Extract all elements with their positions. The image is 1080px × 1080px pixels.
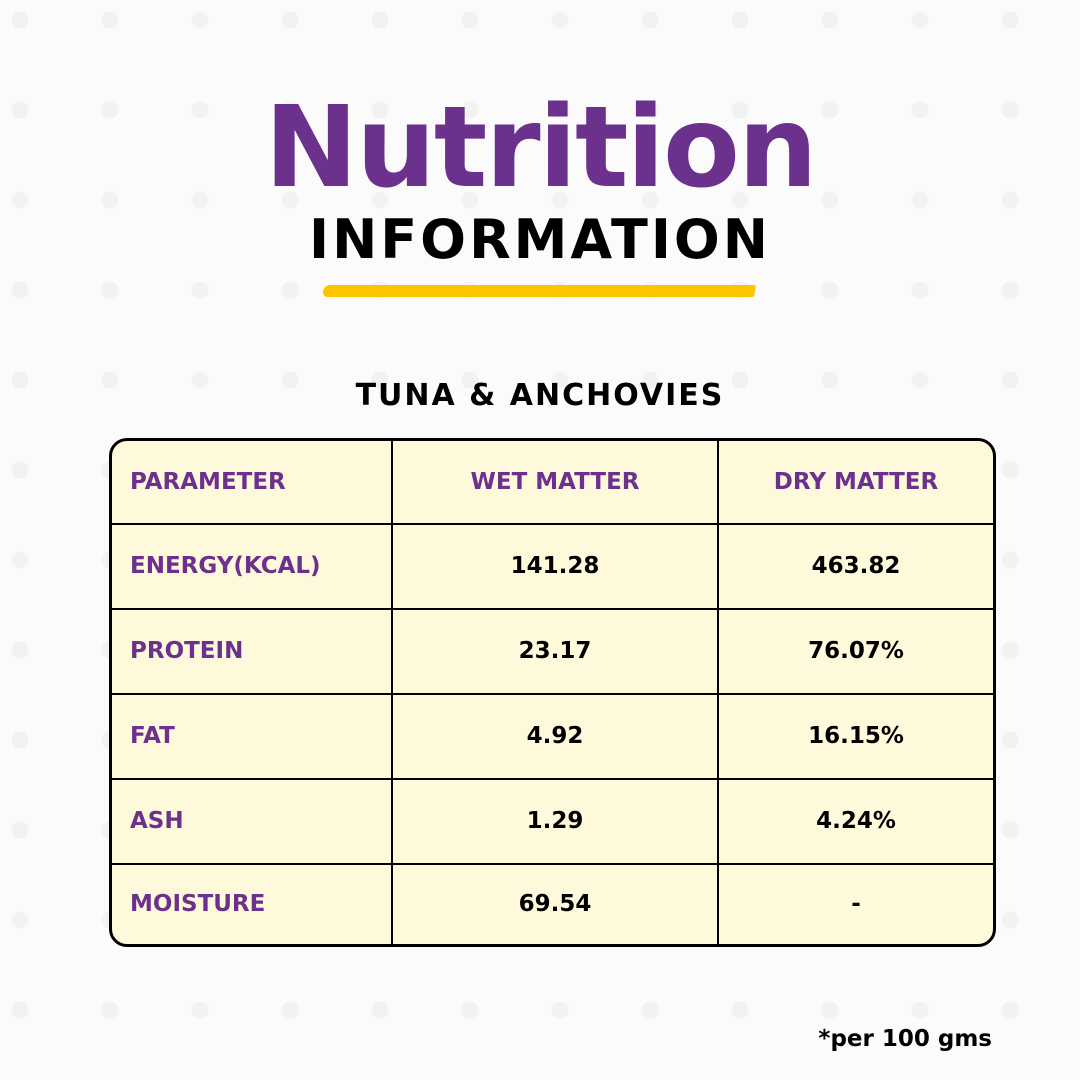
header-parameter: PARAMETER: [112, 441, 393, 525]
dry-matter-cell: 16.15%: [719, 695, 993, 780]
table-row: FAT 4.92 16.15%: [112, 694, 993, 780]
parameter-cell: MOISTURE: [112, 864, 393, 944]
table-header-row: PARAMETER WET MATTER DRY MATTER: [112, 441, 993, 525]
wet-matter-cell: 141.28: [393, 525, 719, 610]
page-title: Nutrition: [264, 83, 817, 213]
parameter-cell: ENERGY(KCAL): [112, 525, 393, 610]
dry-matter-cell: 4.24%: [719, 780, 993, 865]
header-wet-matter: WET MATTER: [393, 441, 719, 525]
footnote: *per 100 gms: [818, 1026, 992, 1052]
wet-matter-cell: 1.29: [393, 779, 719, 865]
parameter-cell: ASH: [112, 779, 393, 865]
dry-matter-cell: 463.82: [719, 525, 993, 610]
header-dry-matter: DRY MATTER: [719, 441, 993, 525]
wet-matter-cell: 4.92: [393, 694, 719, 780]
dry-matter-cell: -: [851, 891, 861, 918]
nutrition-table: PARAMETER WET MATTER DRY MATTER ENERGY(K…: [109, 438, 996, 947]
product-name: TUNA & ANCHOVIES: [355, 378, 725, 413]
yellow-brush-underline: [321, 285, 757, 297]
table-row: MOISTURE 69.54 -: [112, 864, 993, 944]
dry-matter-cell: 76.07%: [719, 610, 993, 695]
table-row: ASH 1.29 4.24%: [112, 779, 993, 865]
parameter-cell: FAT: [112, 694, 393, 780]
parameter-cell: PROTEIN: [112, 609, 393, 695]
table-row: ENERGY(KCAL) 141.28 463.82: [112, 525, 993, 610]
wet-matter-cell: 69.54: [393, 864, 719, 944]
page-subtitle: INFORMATION: [308, 208, 772, 271]
table-row: PROTEIN 23.17 76.07%: [112, 609, 993, 695]
wet-matter-cell: 23.17: [393, 609, 719, 695]
